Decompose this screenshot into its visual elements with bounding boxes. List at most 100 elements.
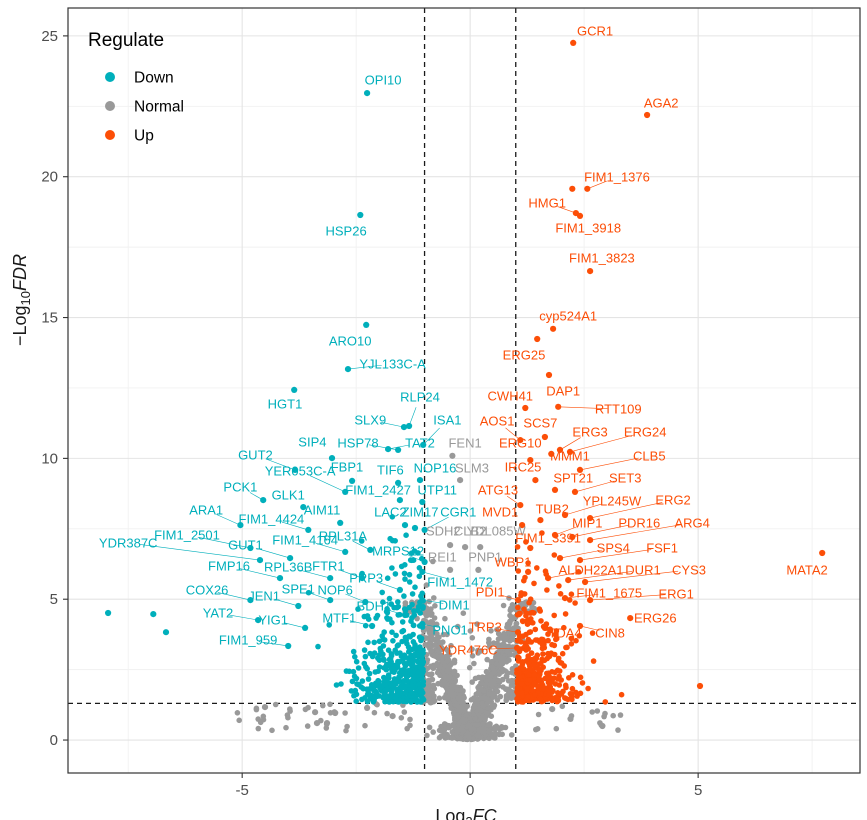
gene-label: GLK1 xyxy=(272,488,305,503)
scatter-clouds xyxy=(105,185,704,743)
gene-label: FIM1_4164 xyxy=(272,533,338,548)
gene-point xyxy=(582,578,589,586)
gene-point xyxy=(819,549,826,557)
gene-label: MIP1 xyxy=(572,515,602,530)
gene-label: YPL245W xyxy=(583,493,642,508)
gene-label: AIM11 xyxy=(304,502,341,517)
y-tick-label: 5 xyxy=(50,591,58,608)
gene-label: PRP3 xyxy=(349,571,383,586)
gene-point xyxy=(305,526,312,534)
gene-label: ERG25 xyxy=(503,348,546,363)
gene-label: DAP1 xyxy=(546,384,580,399)
gene-label: ERG24 xyxy=(624,424,667,439)
gene-label: BDH1 xyxy=(357,599,392,614)
gene-label: YIG1 xyxy=(258,613,288,628)
gene-point xyxy=(534,335,541,343)
gene-label: ZIM17 xyxy=(402,504,439,519)
gene-label: ERG1 xyxy=(658,586,693,601)
gene-point xyxy=(396,586,403,594)
gene-point xyxy=(561,595,569,602)
gene-point xyxy=(411,524,419,532)
gene-label: ISA1 xyxy=(433,413,461,428)
gene-label: RPL31A xyxy=(319,529,368,544)
gene-label: PCK1 xyxy=(223,480,257,495)
gene-label: REI1 xyxy=(428,550,457,565)
gene-point xyxy=(565,577,572,584)
gene-label: FIM1_3391 xyxy=(515,531,581,546)
gene-point xyxy=(447,566,454,574)
gene-point xyxy=(584,185,591,192)
gene-label: CIN8 xyxy=(595,626,625,641)
gene-point xyxy=(255,617,262,624)
gene-point xyxy=(287,555,294,562)
gene-point xyxy=(337,519,344,527)
gene-label: RPL36B xyxy=(264,560,312,575)
gene-label: GUT2 xyxy=(238,448,273,463)
gene-point xyxy=(400,424,408,431)
gene-label: DIM1 xyxy=(439,598,470,613)
gene-point xyxy=(357,211,364,219)
gene-label: MMM1 xyxy=(550,448,590,463)
gene-label: SPT21 xyxy=(553,471,593,486)
gene-label: FIM1_1675 xyxy=(576,586,642,601)
gene-label: SET3 xyxy=(609,471,642,486)
gene-label: IRC25 xyxy=(505,460,542,475)
gene-point xyxy=(300,504,307,511)
y-tick-label: 15 xyxy=(41,310,58,327)
gene-label: FSF1 xyxy=(646,541,678,556)
gene-point xyxy=(551,486,559,493)
gene-point xyxy=(587,515,594,522)
gene-point xyxy=(349,477,356,484)
gene-point xyxy=(527,544,534,552)
gene-label: SDH2 xyxy=(426,524,461,539)
gene-point xyxy=(369,622,376,630)
gene-label: SLM3 xyxy=(455,461,489,476)
gene-label: YDL085W xyxy=(466,524,526,539)
gene-point xyxy=(576,466,584,473)
gene-label: SPE1 xyxy=(282,582,315,597)
y-tick-label: 10 xyxy=(41,450,58,467)
gene-label: YDR476C xyxy=(439,642,498,657)
gene-point xyxy=(247,597,254,604)
gene-label: ERG26 xyxy=(634,611,677,626)
gene-labels: OPI10 HSP26 ARO10 YJL133C-A HGT1 RLP24 SLX9 ISA… xyxy=(99,23,828,657)
scatter-points-up xyxy=(514,530,625,705)
gene-point xyxy=(527,457,534,464)
plot-panel xyxy=(68,8,860,773)
gene-label: GCR1 xyxy=(577,23,613,38)
y-tick-label: 0 xyxy=(50,732,58,749)
gene-point xyxy=(285,642,292,650)
gene-label: ERG3 xyxy=(572,424,607,439)
gene-label: SPS4 xyxy=(597,541,630,556)
gene-label: PNP1 xyxy=(468,550,502,565)
y-tick-label: 20 xyxy=(41,169,58,186)
gene-label: CYS3 xyxy=(672,562,706,577)
gene-label: TIF6 xyxy=(377,462,404,477)
panel-border xyxy=(67,7,861,774)
label-connectors xyxy=(139,180,682,650)
gene-point xyxy=(396,497,403,504)
gene-point xyxy=(362,598,369,606)
gene-label: DUR1 xyxy=(625,562,660,577)
gene-point xyxy=(291,386,298,393)
gene-label: MTF1 xyxy=(322,611,356,626)
gene-label: CGR1 xyxy=(440,504,476,519)
gene-label: FIM1_1472 xyxy=(427,575,493,590)
gene-point xyxy=(576,557,584,564)
gene-label: FTR1 xyxy=(312,559,345,574)
gene-point xyxy=(342,488,349,495)
gene-point xyxy=(295,602,302,610)
legend-item-label: Up xyxy=(134,128,154,145)
gene-label: FIM1_3823 xyxy=(569,250,635,265)
gene-point xyxy=(419,568,426,576)
gene-label: CWH41 xyxy=(488,388,534,403)
gene-point xyxy=(419,597,426,604)
x-tick-label: 0 xyxy=(466,782,474,799)
gene-label: YAT2 xyxy=(203,606,234,621)
gene-label: PNO1 xyxy=(432,622,467,637)
gene-label: SIP4 xyxy=(298,435,326,450)
gene-point xyxy=(328,455,336,462)
extra-points xyxy=(105,185,704,730)
